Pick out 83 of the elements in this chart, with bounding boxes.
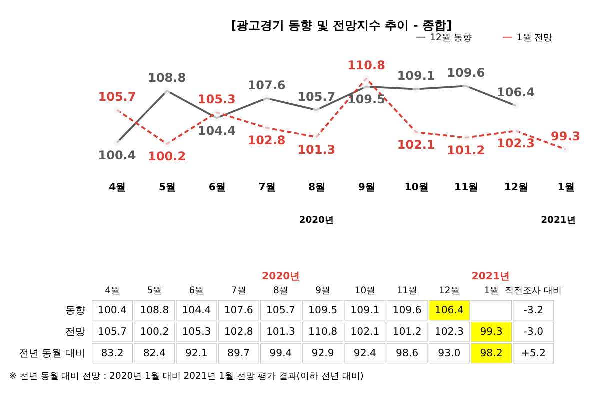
y-tick-label: 전망 (65, 326, 86, 338)
x-tick-label: 9월 (316, 286, 331, 297)
y-tick-label: 동향 (65, 305, 86, 316)
x-tick-label: 1월 (558, 182, 575, 194)
chart-title: [광고경기 동향 및 전망지수 추이 - 종합] (231, 18, 452, 32)
text: ※ 전년 동월 대비 전망 : 2020년 1월 대비 2021년 1월 전망 평가 결과(이하 전년 대비) (9, 371, 364, 382)
x-tick-label: 5월 (147, 286, 162, 297)
data-label: 108.8 (140, 305, 170, 316)
text: 2020년 (299, 215, 334, 226)
x-tick-label: 5월 (159, 182, 176, 194)
data-label: 107.6 (224, 305, 254, 316)
data-label: 102.3 (434, 326, 464, 338)
x-tick-label: 11월 (454, 182, 479, 194)
data-label: 105.7 (98, 326, 128, 338)
data-label: 102.8 (224, 326, 254, 338)
data-label: 102.1 (397, 138, 436, 152)
data-label: 101.3 (298, 142, 336, 157)
x-tick-label: 10월 (404, 182, 429, 194)
data-label: 108.8 (148, 70, 186, 85)
data-label: 109.6 (447, 66, 486, 80)
data-label: 110.8 (347, 58, 386, 73)
data-label: 106.4 (434, 305, 464, 316)
x-tick-label: 직전조사 대비 (505, 286, 562, 297)
x-tick-label: 12월 (439, 286, 460, 297)
data-label: 100.2 (148, 150, 186, 164)
data-label: 99.4 (270, 348, 292, 360)
data-label: 99.3 (551, 129, 581, 144)
data-label: 109.5 (308, 305, 338, 316)
x-tick-label: 4월 (109, 182, 126, 194)
data-label: 109.5 (347, 92, 386, 106)
legend-label: 12월 동향 (430, 32, 472, 44)
data-label: 109.1 (397, 69, 436, 84)
data-label: 99.3 (480, 326, 503, 338)
data-label: 109.6 (392, 305, 422, 316)
data-label: 104.4 (198, 124, 236, 138)
x-tick-label: 10월 (354, 286, 376, 297)
data-label: 105.3 (198, 92, 236, 106)
data-label: +5.2 (521, 348, 546, 360)
data-label: 92.4 (354, 348, 376, 360)
x-tick-label: 6월 (189, 286, 204, 297)
data-label: 105.7 (298, 90, 336, 104)
x-tick-label: 8월 (274, 286, 288, 297)
x-tick-label: 9월 (358, 182, 376, 194)
legend-label: 1월 전망 (516, 32, 553, 44)
data-label: 105.7 (98, 90, 136, 104)
x-tick-label: 6월 (208, 182, 226, 194)
x-tick-label: 1월 (484, 286, 499, 297)
data-label: 89.7 (228, 348, 250, 360)
data-label: 110.8 (308, 326, 338, 338)
data-label: 82.4 (143, 348, 166, 360)
data-label: 106.4 (497, 86, 535, 100)
data-label: 83.2 (101, 348, 124, 360)
data-label: 105.7 (266, 305, 296, 316)
data-label: 102.1 (350, 326, 380, 338)
x-tick-label: 8월 (308, 182, 326, 194)
data-label: 92.9 (312, 348, 334, 360)
data-label: 93.0 (438, 348, 461, 360)
data-label: 92.1 (185, 348, 208, 360)
text: 2020년 (262, 271, 300, 282)
data-label: 100.4 (98, 305, 128, 316)
data-label: -3.0 (524, 326, 544, 338)
x-tick-label: 7월 (258, 182, 276, 194)
x-tick-label: 11월 (396, 286, 418, 297)
x-tick-label: 7월 (231, 286, 246, 297)
data-label: 102.3 (497, 136, 535, 151)
data-label: -3.2 (524, 305, 544, 316)
data-label: 107.6 (248, 78, 286, 92)
data-label: 98.2 (480, 348, 503, 360)
text: 2021년 (472, 271, 510, 282)
x-tick-label: 4월 (105, 286, 120, 297)
data-label: 101.2 (392, 326, 422, 338)
data-label: 101.3 (266, 326, 296, 338)
data-label: 100.4 (98, 148, 136, 162)
data-label: 102.8 (248, 134, 286, 148)
y-tick-label: 전년 동월 대비 (18, 348, 86, 360)
data-label: 101.2 (447, 144, 486, 158)
data-label: 105.3 (182, 326, 212, 338)
x-tick-label: 12월 (504, 182, 529, 194)
text: 2021년 (541, 215, 576, 226)
data-label: 98.6 (396, 348, 419, 360)
data-label: 104.4 (182, 305, 212, 316)
data-label: 100.2 (140, 326, 170, 338)
data-label: 109.1 (350, 305, 380, 316)
